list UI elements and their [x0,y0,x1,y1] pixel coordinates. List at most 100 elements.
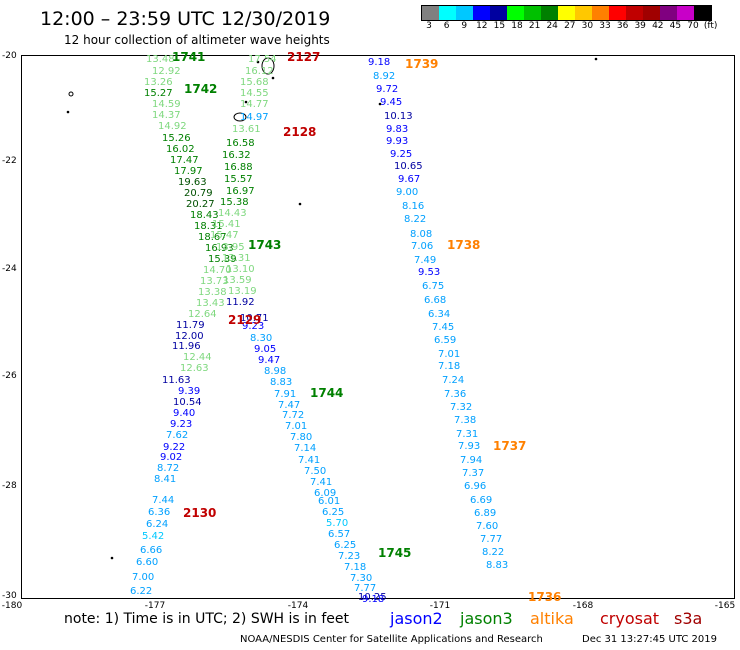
island-dot [66,110,70,114]
pass-label: 1744 [310,386,344,400]
satellite-label-altika: altika [530,609,574,628]
latitude-tick-label: -26 [2,371,17,381]
wave-height-value: 16.97 [226,186,255,197]
wave-height-value: 8.41 [154,474,177,485]
wave-height-value: 14.70 [203,265,232,276]
satellite-label-jason2: jason2 [390,609,443,628]
wave-height-value: 15.26 [162,133,191,144]
wave-height-value: 17.54 [248,54,277,65]
wave-height-value: 6.59 [434,335,457,346]
wave-height-value: 8.92 [373,71,396,82]
wave-height-value: 7.18 [344,562,367,573]
latitude-tick-label: -20 [2,51,17,61]
wave-height-value: 8.83 [270,377,293,388]
map-frame [21,55,735,599]
wave-height-value: 9.93 [386,136,409,147]
longitude-tick-label: -174 [287,601,309,611]
wave-height-value: 9.53 [418,267,441,278]
wave-height-value: 8.16 [402,201,425,212]
wave-height-value: 15.68 [240,77,269,88]
wave-height-value: 7.41 [298,455,321,466]
latitude-tick-label: -28 [2,481,17,491]
legend-label: 9 [461,21,468,31]
wave-height-value: 7.37 [462,468,485,479]
wave-height-value: 7.31 [456,429,479,440]
pass-label: 2128 [283,125,317,139]
wave-height-value: 16.12 [245,66,274,77]
wave-height-value: 19.63 [178,177,207,188]
wave-height-value: 7.00 [132,572,155,583]
legend-swatch [575,6,592,20]
wave-height-value: 15.57 [224,174,253,185]
wave-height-value: 8.98 [264,366,287,377]
legend-label: 45 [669,21,682,31]
legend-swatch [541,6,558,20]
island-dot [110,556,114,560]
pass-label: 1742 [184,82,218,96]
wave-height-value: 10.13 [384,111,413,122]
wave-height-value: 9.23 [170,419,193,430]
wave-height-value: 16.58 [226,138,255,149]
island-dot [298,202,302,206]
wave-height-value: 12.63 [180,363,209,374]
wave-height-value: 6.68 [424,295,447,306]
wave-height-value: 17.47 [170,155,199,166]
island-shape [261,57,275,75]
legend-swatch [592,6,609,20]
pass-label: 1743 [248,238,282,252]
pass-label: 2130 [183,506,217,520]
wave-height-value: 7.23 [338,551,361,562]
wave-height-value: 5.42 [142,531,165,542]
wave-height-value: 7.32 [450,402,473,413]
page-subtitle: 12 hour collection of altimeter wave hei… [64,33,330,47]
pass-label: 1738 [447,238,481,252]
wave-height-value: 9.18 [362,594,385,605]
wave-height-value: 7.91 [274,389,297,400]
wave-height-value: 8.83 [486,560,509,571]
wave-height-value: 9.45 [380,97,403,108]
satellite-label-cryosat: cryosat [600,609,660,628]
wave-height-value: 7.44 [152,495,175,506]
wave-height-value: 9.02 [160,452,183,463]
wave-height-value: 9.72 [376,84,399,95]
pass-label: 1737 [493,439,527,453]
legend-label: 3 [426,21,432,31]
footer-note: note: 1) Time is in UTC; 2) SWH is in fe… [64,611,350,627]
legend-label: 33 [599,21,611,31]
wave-height-value: 9.22 [163,442,186,453]
legend-swatch [473,6,490,20]
pass-label: 1745 [378,546,412,560]
island-dot [244,100,248,104]
satellite-label-jason3: jason3 [460,609,513,628]
island-dot [594,57,598,61]
island-shape [233,112,247,122]
wave-height-value: 12.00 [175,331,204,342]
wave-height-value: 13.73 [200,276,229,287]
wave-height-value: 12.92 [152,66,181,77]
wave-height-value: 7.49 [414,255,437,266]
wave-height-value: 14.92 [158,121,187,132]
wave-height-value: 9.47 [258,355,281,366]
legend-label: 24 [546,21,558,31]
wave-height-value: 16.02 [166,144,195,155]
wave-height-value: 7.30 [350,573,373,584]
wave-height-value: 13.31 [222,253,251,264]
wave-height-value: 18.43 [190,210,219,221]
wave-height-value: 9.39 [178,386,201,397]
page-title: 12:00 – 23:59 UTC 12/30/2019 [40,8,331,30]
longitude-tick-label: -165 [714,601,736,611]
legend-label: 42 [652,21,664,31]
pass-label: 2129 [228,313,262,327]
wave-height-value: 13.61 [232,124,261,135]
wave-height-value: 7.72 [282,410,305,421]
wave-height-value: 7.01 [285,421,308,432]
legend-swatch [677,6,694,20]
footer-timestamp: Dec 31 13:27:45 UTC 2019 [582,634,717,645]
wave-height-value: 10.65 [394,161,423,172]
wave-height-value: 16.32 [222,150,251,161]
wave-height-value: 20.27 [186,199,215,210]
legend-swatch [439,6,456,20]
wave-height-value: 7.94 [460,455,483,466]
wave-height-value: 9.40 [173,408,196,419]
wave-height-value: 13.48 [146,54,175,65]
